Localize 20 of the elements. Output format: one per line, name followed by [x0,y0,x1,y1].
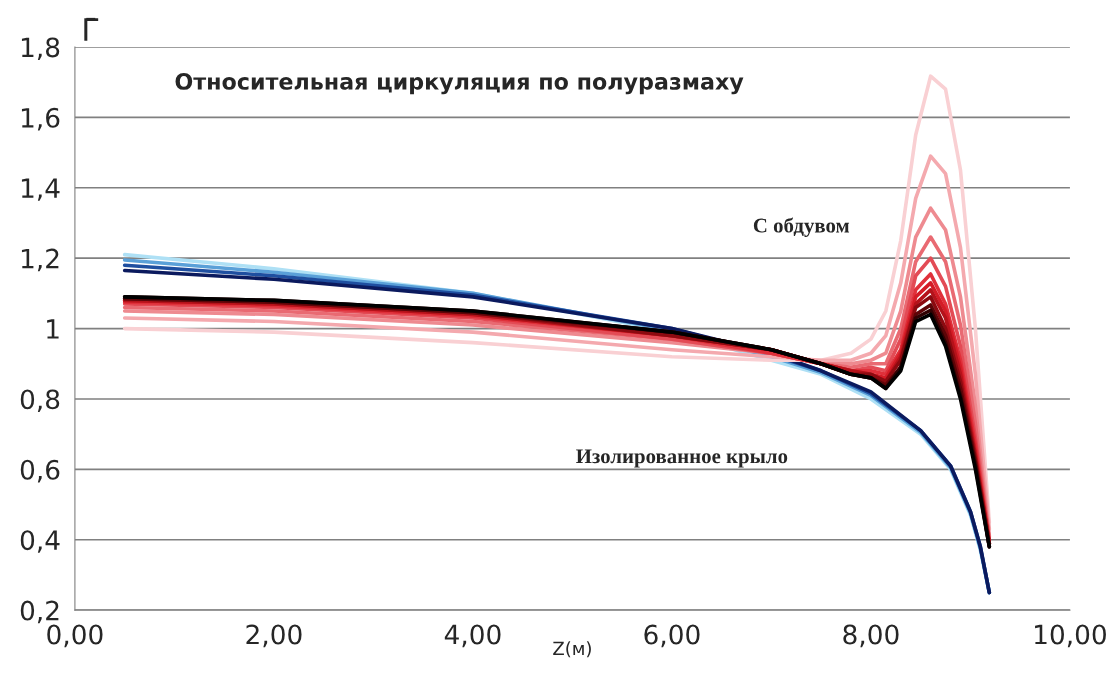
annotation: С обдувом [753,217,850,237]
annotation: Изолированное крыло [576,449,788,468]
y-tick-label: 1,4 [21,178,60,201]
y-tick-label: 0,4 [20,530,60,553]
y-tick-label: 1 [47,319,59,339]
x-axis-title: Z(м) [553,641,591,658]
x-tick-label: 2,00 [246,624,302,648]
y-tick-label: 0,2 [20,600,59,624]
x-tick-label: 8,00 [843,624,899,648]
y-tick-label: 1,8 [21,37,60,61]
y-tick-label: 1,6 [21,107,60,131]
y-tick-label: 0,8 [20,389,60,413]
x-tick-label: 4,00 [444,624,501,648]
y-tick-label: 0,6 [20,459,60,483]
text: Относительная циркуляция по полуразмаху [175,73,744,95]
y-tick-label: 1,2 [21,248,59,272]
x-tick-label: 6,00 [644,624,700,648]
y-axis-title: Γ̄ [84,17,99,41]
x-tick-label: 10,00 [1035,624,1106,648]
x-tick-label: 0,00 [47,624,103,648]
